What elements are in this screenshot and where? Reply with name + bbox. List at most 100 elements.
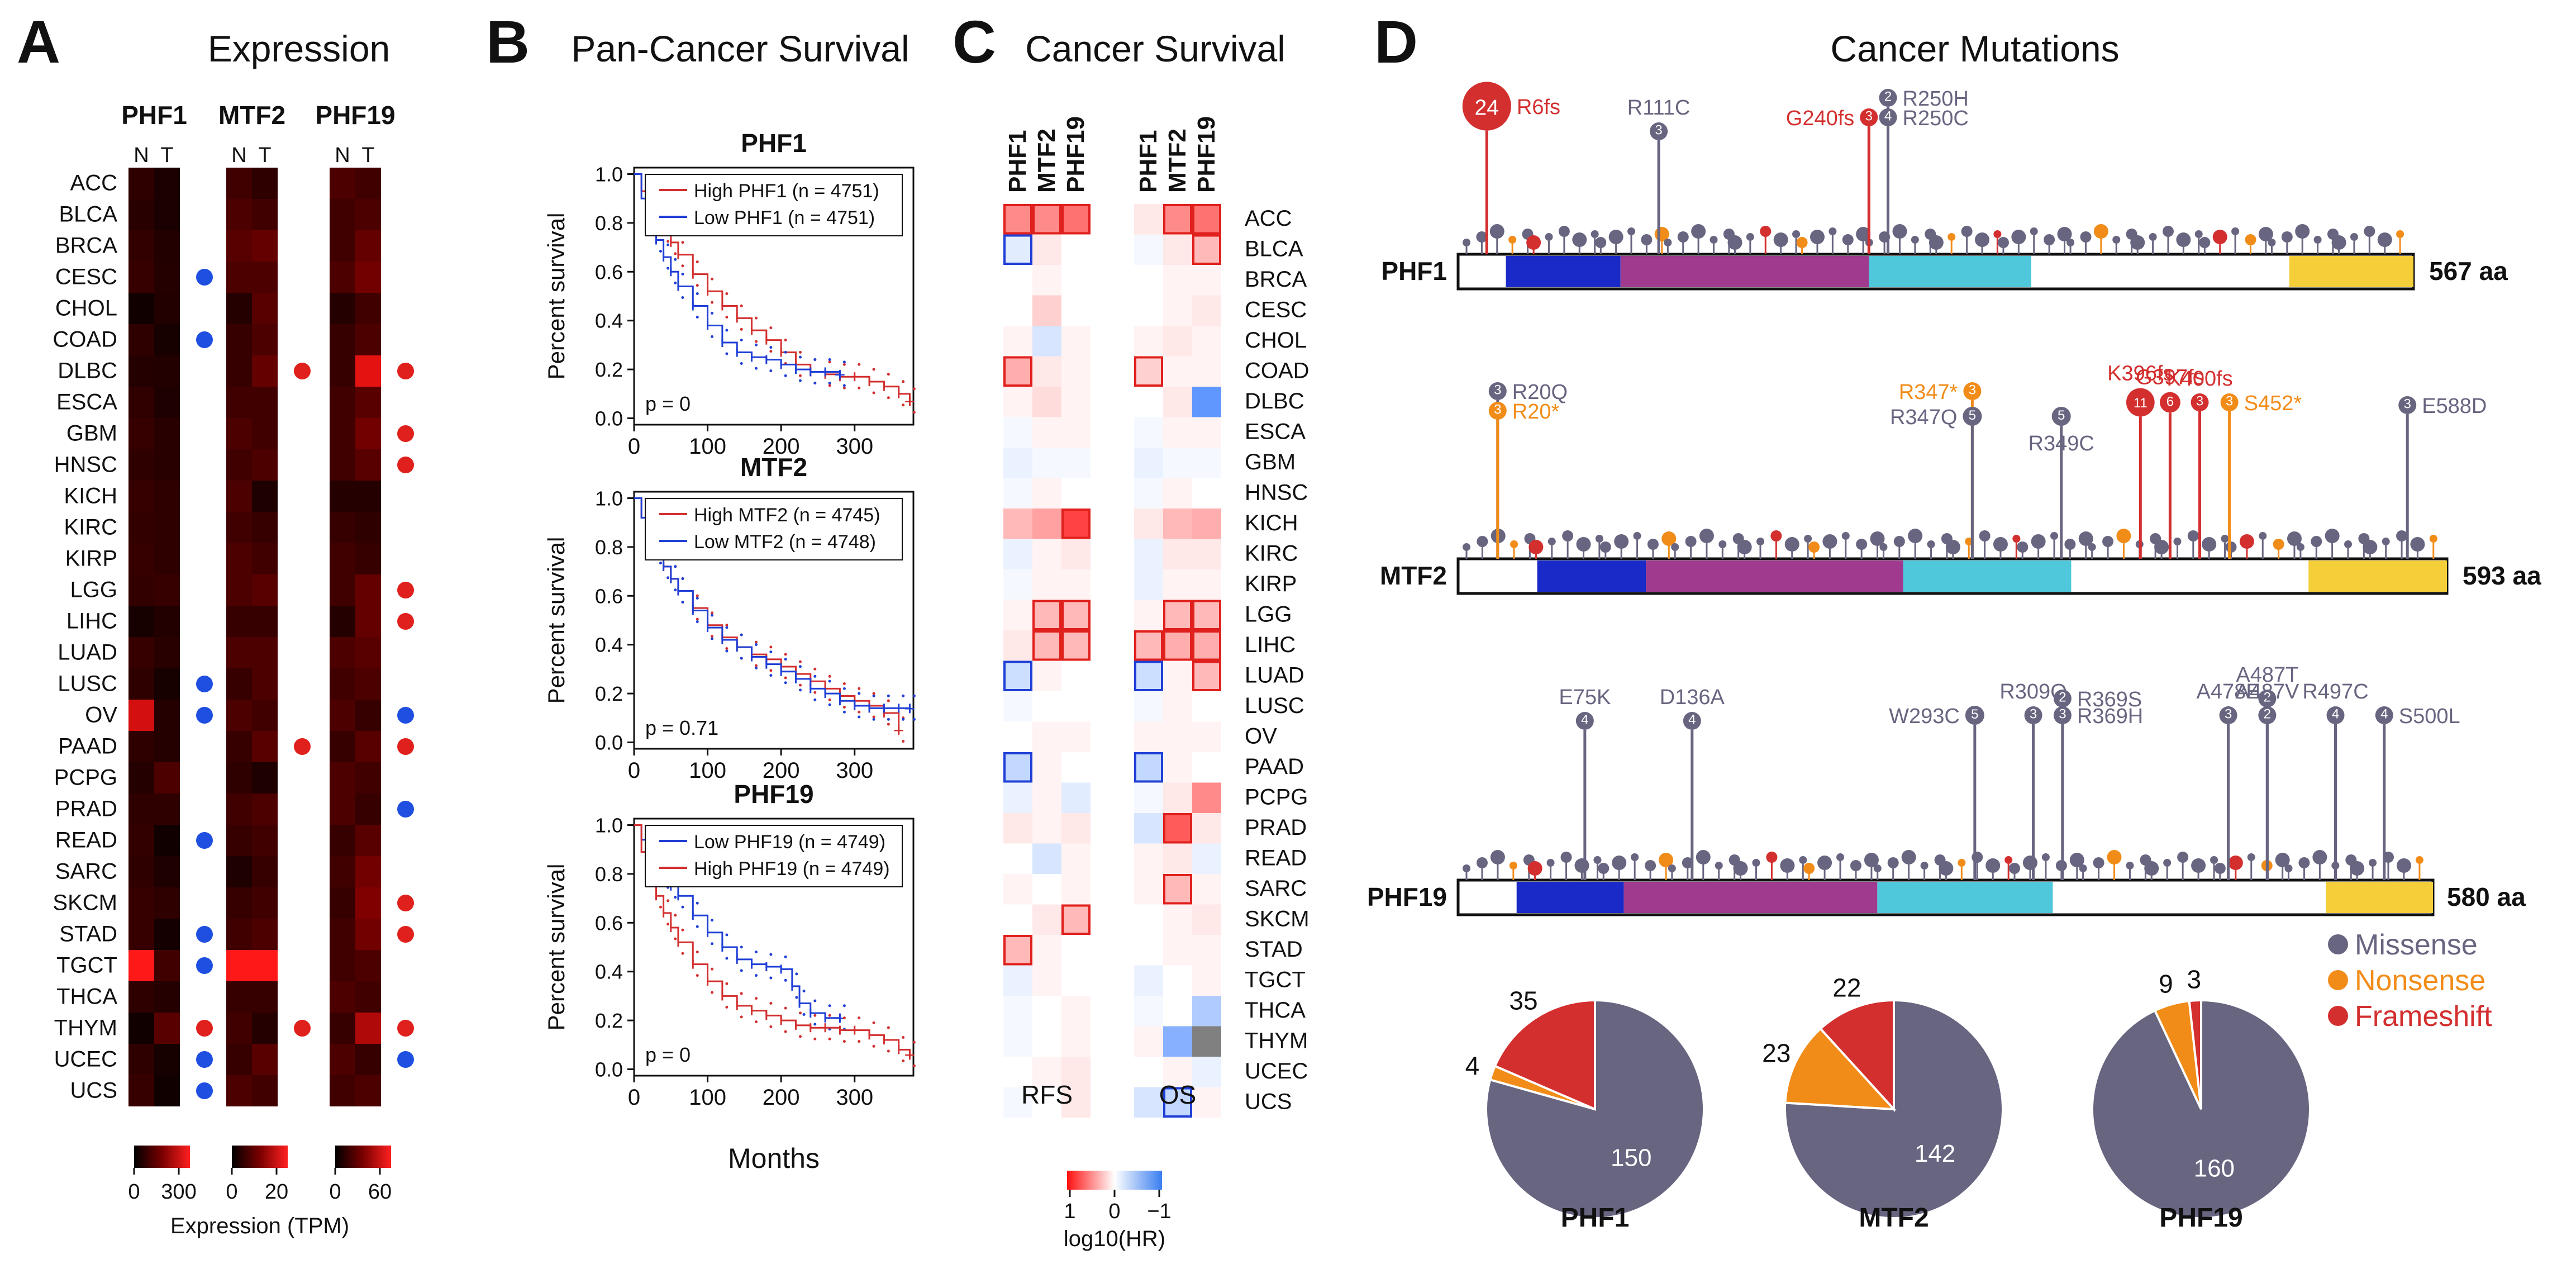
hr-cell	[1192, 843, 1221, 874]
ci-dot	[725, 957, 728, 960]
heat-cell	[330, 199, 355, 230]
pie-slice-frameshift	[2188, 999, 2202, 1110]
ci-dot	[798, 350, 802, 354]
hr-cell	[1134, 874, 1163, 905]
minor-mutation-head	[1737, 540, 1752, 554]
heat-cell	[330, 418, 355, 449]
heat-cell	[355, 168, 381, 199]
y-tick-label: 1.0	[595, 487, 623, 510]
cancer-label-kich: KICH	[64, 483, 117, 508]
hr-cell	[1003, 326, 1032, 357]
hr-cell	[1163, 660, 1192, 691]
significance-dot-down	[196, 707, 213, 724]
hr-cell	[1003, 1026, 1032, 1057]
minor-mutation-head	[2429, 535, 2437, 543]
ci-dot	[828, 384, 831, 387]
hr-cell	[1003, 204, 1032, 235]
ci-dot	[711, 311, 714, 315]
hr-cell	[1061, 265, 1091, 296]
heat-cell	[154, 1013, 180, 1044]
significant-box-up	[1032, 600, 1061, 630]
heat-cell	[128, 668, 154, 700]
minor-mutation-head	[1792, 230, 1801, 238]
p-value-label: p = 0.71	[645, 716, 718, 739]
significant-box-up	[1003, 204, 1032, 235]
significant-box-up	[1192, 660, 1221, 691]
cancer-label-stad: STAD	[59, 921, 117, 946]
y-axis-label: Percent survival	[543, 537, 569, 704]
hr-cell	[1192, 782, 1221, 813]
heat-cell	[355, 262, 381, 293]
significance-dot-up	[294, 738, 311, 755]
significant-box-up	[1134, 356, 1163, 387]
heat-cell	[154, 199, 180, 230]
protein-domain	[1877, 882, 2053, 913]
ci-dot	[887, 1049, 890, 1053]
ci-dot	[798, 665, 802, 668]
ci-dot	[872, 1044, 875, 1048]
heat-cell	[355, 1013, 381, 1044]
ci-dot	[887, 723, 890, 726]
significance-dot-down	[196, 331, 213, 348]
minor-mutation-head	[1927, 540, 1935, 548]
ci-dot	[769, 326, 773, 330]
heat-cell	[226, 1044, 252, 1075]
cancer-label-lihc: LIHC	[66, 609, 117, 633]
km-legend-box	[645, 825, 903, 887]
hr-cell	[1003, 721, 1032, 752]
heat-cell	[355, 481, 381, 512]
hr-cell	[1134, 265, 1163, 296]
hr-cell	[1032, 326, 1061, 357]
heat-cell	[128, 262, 154, 293]
ci-dot	[902, 380, 905, 383]
ci-dot	[887, 699, 890, 702]
heat-cell	[330, 293, 355, 324]
hr-cell	[1163, 234, 1192, 265]
ci-dot	[666, 240, 670, 243]
ci-dot	[725, 329, 728, 332]
heat-cell	[355, 950, 381, 981]
ci-dot	[674, 588, 677, 592]
ci-dot	[798, 379, 802, 382]
minor-mutation-head	[1659, 853, 1674, 867]
ci-dot	[813, 1014, 817, 1017]
minor-mutation-head	[1908, 529, 1923, 543]
column-header-phf1: PHF1	[1135, 130, 1162, 193]
hr-cell	[1134, 1026, 1163, 1057]
ci-dot	[711, 637, 714, 640]
heat-cell	[355, 700, 381, 731]
x-tick-label: 0	[628, 434, 640, 459]
ci-dot	[769, 650, 773, 654]
minor-mutation-head	[1841, 532, 1850, 540]
ci-dot	[842, 360, 846, 364]
heat-cell	[252, 1013, 278, 1044]
ci-dot	[828, 698, 831, 701]
heat-cell	[226, 637, 252, 668]
protein-name-mtf2: MTF2	[1380, 561, 1447, 590]
hr-cell	[1192, 295, 1221, 326]
hr-cell	[1003, 996, 1032, 1027]
ci-dot	[769, 645, 773, 649]
minor-mutation-head	[1572, 232, 1587, 247]
pie-slice-nonsense	[1784, 1027, 1897, 1111]
heat-cell	[154, 355, 180, 387]
hr-cell	[1032, 630, 1061, 661]
ci-dot	[674, 281, 677, 284]
heat-cell	[154, 387, 180, 418]
minor-mutation-head	[1796, 237, 1808, 248]
heat-cell	[355, 1044, 381, 1075]
hr-cell	[1003, 965, 1032, 996]
heat-cell	[355, 355, 381, 387]
minor-mutation-head	[1773, 232, 1788, 247]
hr-cell	[1134, 691, 1163, 722]
ci-dot	[769, 669, 773, 672]
colorbar-max-label: 20	[265, 1180, 288, 1204]
heat-cell	[226, 387, 252, 418]
ci-dot	[902, 717, 905, 721]
hr-cell	[1003, 874, 1032, 905]
hr-cell	[1163, 569, 1192, 600]
hr-cell	[1134, 478, 1163, 509]
mutation-head	[2326, 706, 2345, 724]
legend-label: Low PHF1 (n = 4751)	[694, 207, 875, 229]
minor-mutation-head	[1804, 535, 1812, 543]
